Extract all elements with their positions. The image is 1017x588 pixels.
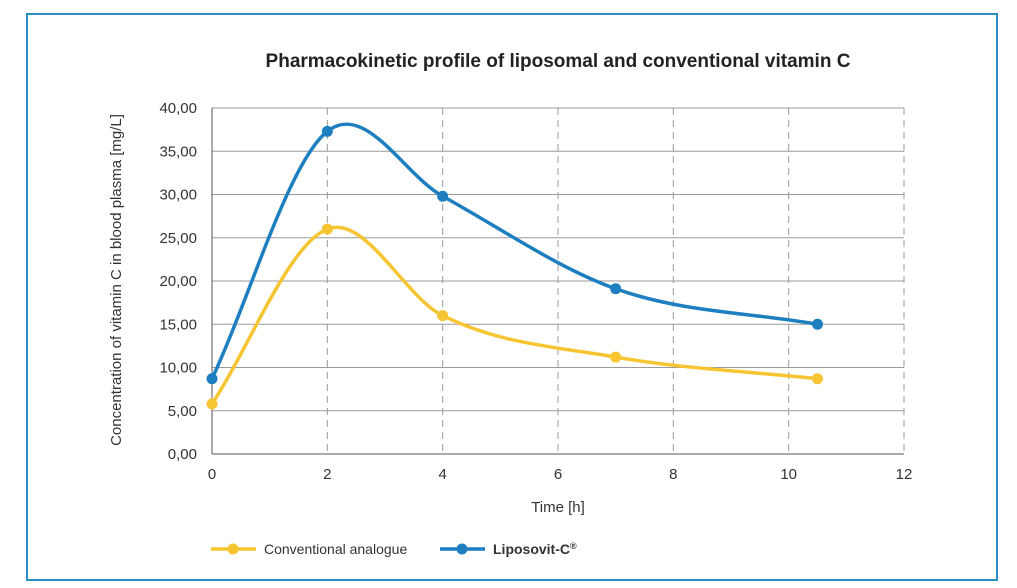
- data-point: [610, 283, 622, 295]
- x-tick-label: 0: [208, 466, 216, 483]
- chart-title: Pharmacokinetic profile of liposomal and…: [266, 51, 851, 72]
- y-axis-label: Concentration of vitamin C in blood plas…: [108, 114, 125, 446]
- legend-label: Liposovit-C®: [493, 541, 577, 557]
- y-axis-ticks: 0,00 5,00 10,00 15,00 20,00 25,00 30,00 35,00 40…: [159, 100, 197, 463]
- series-group: [206, 122, 823, 410]
- y-tick-label: 20,00: [159, 273, 197, 290]
- legend-swatch-marker: [227, 543, 239, 555]
- series-line-conventional: [210, 225, 818, 405]
- y-tick-label: 30,00: [159, 187, 197, 204]
- data-point: [812, 318, 823, 330]
- y-tick-label: 15,00: [159, 316, 197, 333]
- data-point: [206, 373, 218, 385]
- registered-mark: ®: [570, 541, 577, 551]
- data-point: [321, 125, 333, 137]
- legend-swatch-marker: [456, 543, 468, 555]
- y-tick-label: 10,00: [159, 360, 197, 377]
- x-tick-label: 2: [323, 466, 331, 483]
- y-tick-label: 5,00: [168, 403, 197, 420]
- y-tick-label: 35,00: [159, 143, 197, 160]
- data-point: [437, 310, 449, 322]
- x-tick-label: 8: [669, 466, 677, 483]
- data-point: [321, 223, 333, 235]
- y-tick-label: 0,00: [168, 446, 197, 463]
- legend: Conventional analogue Liposovit-C®: [211, 541, 577, 557]
- x-axis-label: Time [h]: [531, 499, 585, 516]
- grid: [211, 107, 905, 455]
- x-tick-label: 12: [896, 466, 913, 483]
- data-point: [610, 351, 622, 363]
- legend-label: Conventional analogue: [264, 541, 407, 557]
- y-tick-label: 25,00: [159, 230, 197, 247]
- x-tick-label: 6: [554, 466, 562, 483]
- data-point: [812, 373, 823, 385]
- data-point: [206, 398, 218, 410]
- x-axis-ticks: 0 2 4 6 8 10 12: [208, 466, 913, 483]
- x-tick-label: 4: [438, 466, 446, 483]
- data-point: [437, 190, 449, 202]
- x-tick-label: 10: [780, 466, 797, 483]
- y-tick-label: 40,00: [159, 100, 197, 117]
